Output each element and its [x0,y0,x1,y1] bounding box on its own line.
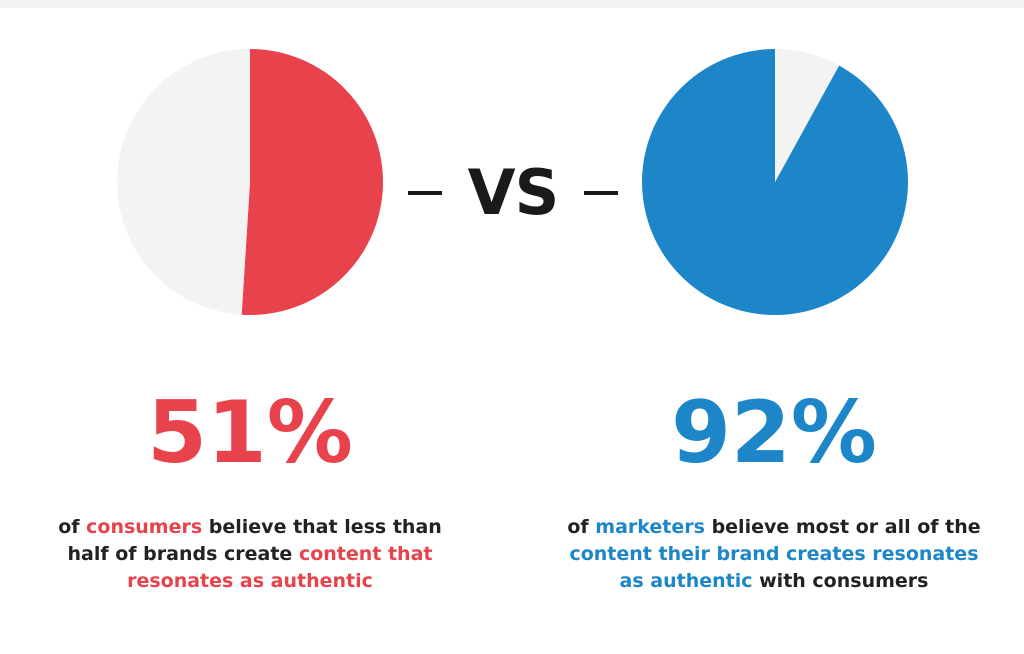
vs-divider: VS [408,160,618,226]
marketers-text-5: with consumers [752,570,929,592]
consumers-text-3: believe that less than half of brands cr… [67,516,442,565]
right-dash [583,191,618,195]
marketers-text-1: of [567,516,596,538]
marketers-text-4: content their brand creates resonates as… [569,543,979,592]
consumers-pie-slice-remainder [117,49,250,315]
vs-label: VS [467,156,560,229]
consumers-text-4: content that resonates as authentic [127,543,433,592]
consumers-percent: 51% [147,383,353,483]
top-band [0,0,1024,8]
left-dash [408,191,442,195]
marketers-text-2: marketers [595,516,705,538]
consumers-description: of consumers believe that less than half… [40,514,460,595]
consumers-text-2: consumers [86,516,203,538]
marketers-description: of marketers believe most or all of the … [564,514,984,595]
consumers-text-1: of [58,516,87,538]
marketers-pie-slice-remainder [775,49,840,182]
consumers-pie-slice-share [241,49,384,315]
marketers-text-3: believe most or all of the [704,516,981,538]
marketers-percent: 92% [671,383,877,483]
